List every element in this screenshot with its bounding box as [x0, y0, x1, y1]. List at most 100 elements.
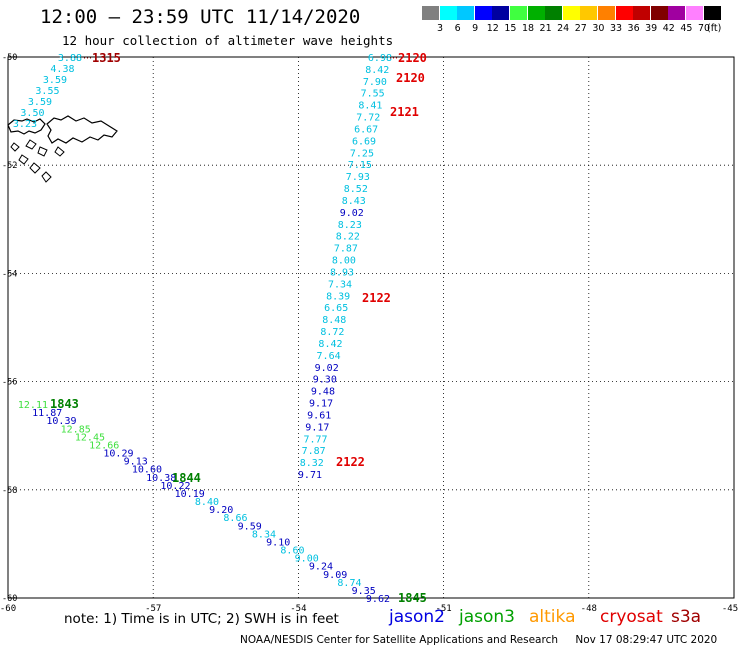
- colorbar-label: 18: [521, 23, 535, 34]
- swh-value: 8.22: [336, 232, 360, 243]
- colorbar-label: 42: [662, 23, 675, 34]
- swh-value: 11.87: [32, 408, 62, 419]
- timestamp-text: Nov 17 08:29:47 UTC 2020: [575, 634, 718, 646]
- colorbar-label: 70: [697, 23, 711, 34]
- swh-value: 3.23: [13, 119, 37, 130]
- satellite-legend-altika: altika: [529, 607, 576, 627]
- swh-value: 7.55: [361, 89, 385, 100]
- colorbar-cell: [668, 6, 686, 20]
- lon-tick-label: -57: [145, 604, 161, 614]
- colorbar-label: 12: [486, 23, 499, 34]
- satellite-legend-jason2: jason2: [389, 607, 445, 627]
- colorbar-label: 15: [504, 23, 517, 34]
- colorbar-cell: [492, 6, 510, 20]
- lat-tick-label: -54: [2, 269, 17, 279]
- swh-value: 4.38: [50, 64, 74, 75]
- map-title: 12:00 – 23:59 UTC 11/14/2020: [40, 6, 361, 28]
- swh-value: 7.15: [348, 160, 372, 171]
- swh-value: 8.60: [280, 546, 304, 557]
- swh-value: 7.34: [328, 279, 352, 290]
- swh-value: 7.93: [346, 172, 370, 183]
- pass-time-label: 2122: [336, 455, 365, 469]
- map-subtitle: 12 hour collection of altimeter wave hei…: [62, 33, 394, 48]
- colorbar-label: 6: [454, 23, 461, 34]
- colorbar-label: 24: [557, 23, 570, 34]
- colorbar-cell: [439, 6, 457, 20]
- swh-value: 3.88: [58, 53, 82, 64]
- swh-value: 8.74: [337, 578, 361, 589]
- colorbar-label: 33: [609, 23, 623, 34]
- satellite-legend-cryosat: cryosat: [600, 607, 663, 627]
- swh-value: 9.17: [305, 422, 329, 433]
- swh-value: 8.34: [252, 529, 276, 540]
- swh-value: 10.19: [175, 489, 205, 500]
- lon-tick-label: -54: [290, 604, 306, 614]
- swh-value: 6.67: [354, 124, 378, 135]
- pass-time-label: 1844: [172, 471, 201, 485]
- swh-value: 9.13: [124, 457, 148, 468]
- colorbar-label: 39: [645, 23, 658, 34]
- swh-value: 3.59: [28, 97, 52, 108]
- swh-value: 7.90: [363, 77, 387, 88]
- colorbar-cell: [545, 6, 563, 20]
- lon-tick-label: -51: [435, 604, 451, 614]
- satellite-legend-s3a: s3a: [671, 607, 702, 627]
- falkland-islands-coastline: [7, 115, 118, 183]
- swh-value: 8.39: [326, 291, 350, 302]
- lat-tick-label: -56: [2, 378, 17, 388]
- swh-value: 3.55: [35, 86, 59, 97]
- legend-note: note: 1) Time is in UTC; 2) SWH is in fe…: [64, 611, 339, 627]
- colorbar-cell: [703, 6, 721, 20]
- pass-time-labels: 2120 2120 2121 2122 2122 1315 1843 1844 1845: [50, 51, 427, 605]
- swh-value: 7.87: [302, 446, 326, 457]
- swh-value: 3.59: [43, 75, 67, 86]
- pass-time-label: 1843: [50, 397, 79, 411]
- map-grid: -60 -57 -54 -51 -48 -45 -50 -52 -54 -56 -58 -60: [0, 53, 738, 614]
- colorbar-cell: [633, 6, 651, 20]
- swh-value: 8.48: [322, 315, 346, 326]
- swh-value: 10.60: [132, 465, 162, 476]
- lat-tick-label: -60: [2, 594, 17, 604]
- swh-value: 9.20: [209, 505, 233, 516]
- colorbar-cell: [598, 6, 615, 20]
- swh-value: 9.24: [309, 562, 333, 573]
- pass-time-label: 2120: [396, 71, 425, 85]
- colorbar-unit: (ft): [707, 23, 722, 34]
- swh-value: 3.50: [20, 108, 44, 119]
- swh-value: 10.22: [160, 481, 190, 492]
- swh-value: 6.69: [352, 136, 376, 147]
- swh-value: 10.39: [46, 416, 76, 427]
- swh-value: 6.98: [368, 53, 392, 64]
- colorbar-cell: [422, 6, 439, 20]
- colorbar-cell: [527, 6, 545, 20]
- colorbar-cell: [510, 6, 527, 20]
- colorbar-cell: [650, 6, 668, 20]
- colorbar-cell: [615, 6, 633, 20]
- pass-time-label: 2121: [390, 105, 419, 119]
- lat-tick-label: -50: [2, 53, 17, 63]
- colorbar-label: 36: [627, 23, 640, 34]
- swh-value: 8.41: [358, 101, 382, 112]
- colorbar-cell: [580, 6, 598, 20]
- swh-value: 12.11: [18, 400, 48, 411]
- swh-value: 10.38: [146, 473, 176, 484]
- colorbar-label: 9: [472, 23, 479, 34]
- colorbar-cell: [686, 6, 703, 20]
- swh-value: 6.65: [324, 303, 348, 314]
- colorbar-cell: [562, 6, 580, 20]
- swh-value: 8.23: [338, 220, 362, 231]
- swh-value: 12.66: [89, 440, 119, 451]
- satellite-legend-jason3: jason3: [459, 607, 515, 627]
- pass-time-label: 1845: [398, 591, 427, 605]
- colorbar-label: 30: [592, 23, 605, 34]
- swh-value: 7.25: [350, 148, 374, 159]
- swh-value: 9.00: [295, 554, 319, 565]
- swh-value: 8.00: [332, 256, 356, 267]
- swh-value: 8.42: [318, 339, 342, 350]
- swh-value: 9.61: [307, 410, 331, 421]
- colorbar-label: 3: [436, 23, 444, 34]
- swh-value: 7.72: [356, 113, 380, 124]
- pass-time-label: 2122: [362, 291, 391, 305]
- swh-value: 9.17: [309, 399, 333, 410]
